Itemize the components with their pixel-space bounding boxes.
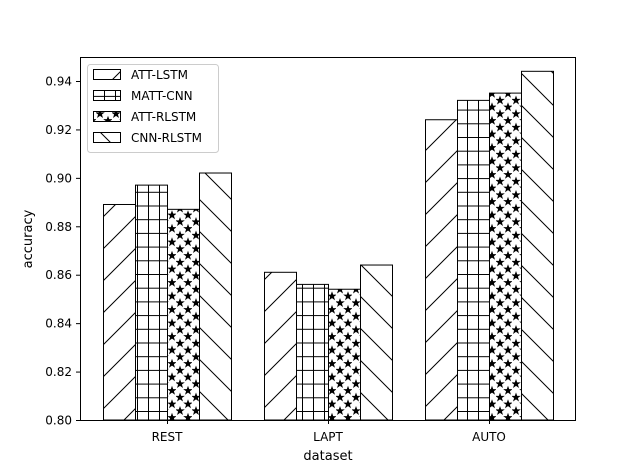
legend-label: ATT-LSTM	[131, 68, 188, 82]
x-tick-label: LAPT	[313, 430, 343, 444]
bar-cnn-rlstm-lapt	[360, 264, 393, 421]
bar-matt-cnn-lapt	[296, 283, 329, 421]
y-tick-label: 0.84	[45, 317, 72, 331]
x-tick-label: AUTO	[472, 430, 506, 444]
y-tick-label: 0.82	[45, 365, 72, 379]
y-tick-label: 0.90	[45, 171, 72, 185]
legend-label: MATT-CNN	[131, 89, 193, 103]
y-tick-label: 0.86	[45, 268, 72, 282]
y-tick-label: 0.80	[45, 414, 72, 428]
legend-swatch	[93, 132, 121, 143]
bar-att-rlstm-auto	[489, 92, 522, 421]
bar-matt-cnn-auto	[457, 99, 490, 421]
bar-att-lstm-lapt	[264, 271, 297, 421]
bar-cnn-rlstm-rest	[199, 172, 232, 421]
legend-box	[87, 64, 219, 153]
legend-swatch	[93, 69, 121, 80]
bar-att-lstm-rest	[103, 203, 136, 421]
bars	[103, 70, 554, 421]
bar-matt-cnn-rest	[135, 184, 168, 421]
y-tick-label: 0.88	[45, 220, 72, 234]
y-tick-label: 0.94	[45, 75, 72, 89]
bar-att-lstm-auto	[425, 119, 458, 421]
legend-label: CNN-RLSTM	[131, 131, 202, 145]
x-axis-label: dataset	[303, 449, 352, 464]
x-tick-label: REST	[152, 430, 184, 444]
bar-att-rlstm-lapt	[328, 288, 361, 421]
bar-cnn-rlstm-auto	[521, 70, 554, 421]
legend-swatch	[93, 90, 121, 101]
legend: ATT-LSTM MATT-CNN ATT-RLSTM CNN-RLSTM	[87, 64, 219, 153]
y-tick-label: 0.92	[45, 123, 72, 137]
legend-swatch	[93, 111, 121, 122]
legend-label: ATT-RLSTM	[131, 110, 196, 124]
bar-att-rlstm-rest	[167, 208, 200, 421]
y-axis-label: accuracy	[21, 209, 36, 268]
